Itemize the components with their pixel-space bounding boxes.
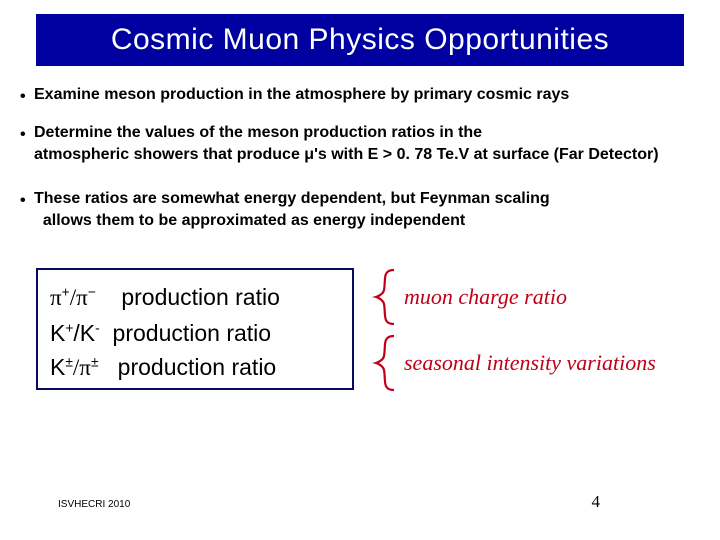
bullet-3-line2: allows them to be approximated as energy… [43,212,465,229]
bullet-dot-icon: • [20,86,26,108]
ratio-symbol: /π [73,355,91,380]
bullet-2-line2: atmospheric showers that produce μ's wit… [34,146,659,163]
ratio-sup: ± [91,354,99,369]
bullet-3-line1: These ratios are somewhat energy depende… [34,190,550,207]
ratio-sup: + [62,284,70,299]
ratio-line-pion: π+/π− production ratio [50,280,340,316]
production-ratios-box: π+/π− production ratio K+/K- production … [36,268,354,390]
ratio-line-k-over-pi: K±/π± production ratio [50,350,340,386]
ratio-text: production ratio [100,320,271,346]
bullet-1-text: Examine meson production in the atmosphe… [34,86,569,103]
bullet-dot-icon: • [20,190,26,212]
ratio-text: production ratio [96,284,280,310]
brace-label-2: seasonal intensity variations [404,350,656,376]
bullet-3: • These ratios are somewhat energy depen… [34,188,550,231]
ratio-sup: ± [65,354,73,369]
ratio-symbol: K [50,320,65,346]
curly-brace-icon [372,334,398,392]
brace-row-2: seasonal intensity variations [372,334,656,392]
brace-row-1: muon charge ratio [372,268,656,326]
brace-label-1: muon charge ratio [404,284,567,310]
ratio-text: production ratio [99,354,277,380]
slide-title: Cosmic Muon Physics Opportunities [111,23,609,57]
ratio-symbol: K [50,354,65,380]
ratio-symbol: π [50,285,62,310]
curly-brace-icon [372,268,398,326]
ratio-symbol: /π [70,285,88,310]
bullet-dot-icon: • [20,124,26,146]
ratio-sup: − [88,284,96,299]
ratio-symbol: /K [73,320,95,346]
footer-page-number: 4 [592,492,601,512]
ratio-line-kaon: K+/K- production ratio [50,316,340,351]
bullet-2: • Determine the values of the meson prod… [34,122,659,165]
bullet-2-line1: Determine the values of the meson produc… [34,124,482,141]
bullet-1: • Examine meson production in the atmosp… [34,84,569,106]
title-band: Cosmic Muon Physics Opportunities [36,14,684,66]
brace-block: muon charge ratio seasonal intensity var… [372,268,656,392]
slide: Cosmic Muon Physics Opportunities • Exam… [0,0,720,540]
footer-conference: ISVHECRI 2010 [58,499,130,510]
